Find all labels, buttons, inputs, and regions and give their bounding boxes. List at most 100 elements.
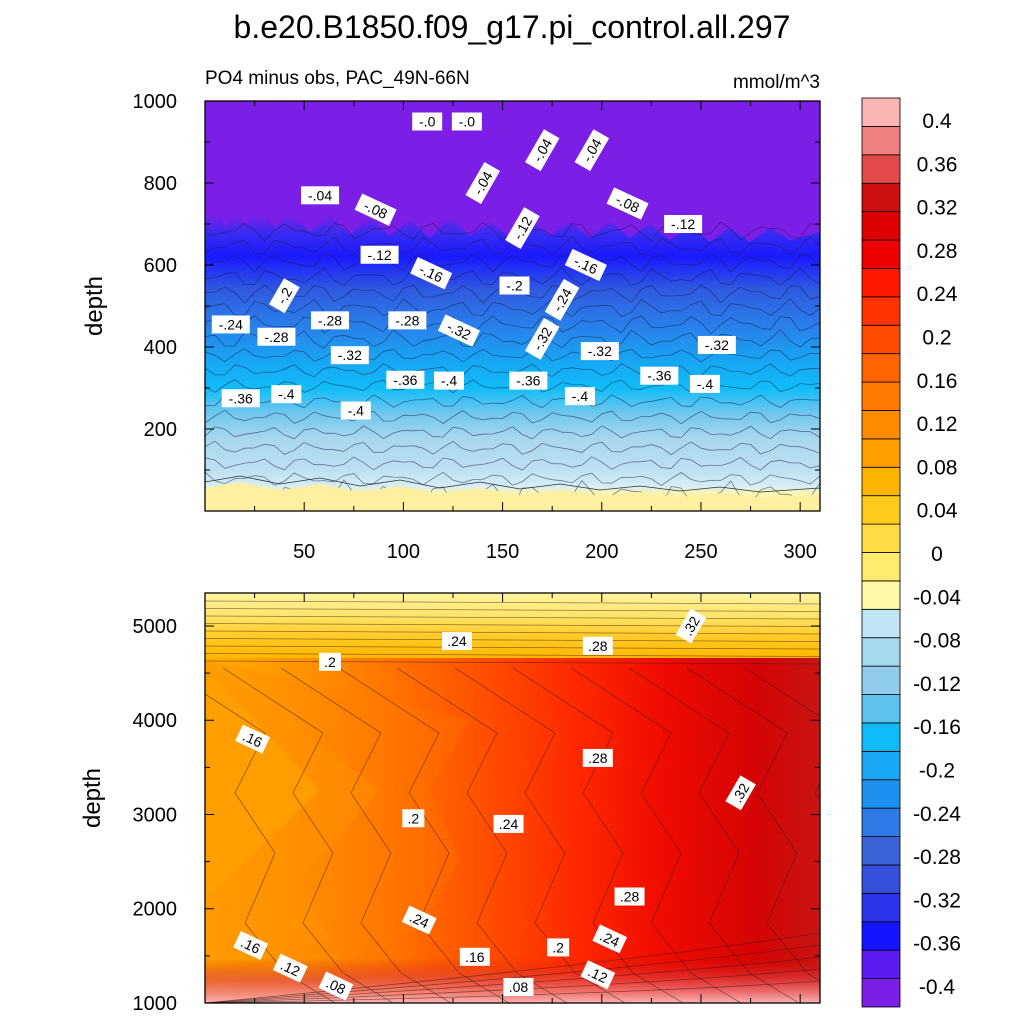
contour-line (571, 508, 812, 511)
colorbar-label: 0.36 (917, 153, 958, 176)
x-tick-label: 250 (684, 541, 717, 563)
y-tick-label: 200 (144, 419, 177, 441)
colorbar-box (861, 182, 901, 213)
contour-line (205, 394, 820, 409)
colorbar-box (861, 552, 901, 582)
contour-label: -.28 (388, 311, 427, 330)
contour-line (222, 667, 394, 1003)
contour-label-text: .24 (447, 633, 467, 649)
contour-label-box (503, 977, 534, 996)
colorbar-label: -0.08 (913, 630, 961, 653)
colorbar-boxes (861, 97, 901, 1008)
colorbar-box (861, 97, 901, 127)
colorbar-label: -0.04 (913, 586, 961, 609)
lower-ylabel: depth (79, 768, 106, 828)
contour-label-box (564, 248, 607, 282)
contour-label: -.2 (499, 276, 530, 295)
y-tick-label: 800 (144, 173, 177, 195)
contour-label-text: .24 (598, 928, 623, 951)
y-tick-label: 5000 (133, 616, 178, 638)
contour-label-text: .08 (509, 979, 529, 995)
colorbar-labels: 0.4 0.36 0.32 0.28 0.24 0.2 0.16 0.12 0.08 0.04 0 -… (913, 110, 961, 999)
x-tick-label: 50 (293, 541, 315, 563)
colorbar-box (861, 154, 901, 184)
contour-label-text: .24 (407, 909, 432, 932)
contour-label-text: .12 (278, 957, 303, 980)
colorbar-label: 0 (931, 543, 943, 566)
colorbar-label: 0.04 (917, 500, 958, 523)
contour-label-text: -.4 (697, 376, 714, 392)
contour-label-box (499, 276, 530, 295)
contour-label-box (664, 215, 703, 233)
colorbar-box (861, 722, 901, 752)
contour-label-box (544, 278, 580, 321)
contour-label: .28 (614, 887, 645, 906)
upper-isoline-zero (205, 482, 820, 511)
colorbar-box (861, 268, 901, 298)
contour-label-box (689, 374, 720, 393)
contour-label: -.4 (340, 401, 371, 420)
colorbar-box (861, 637, 901, 667)
contour-line (205, 440, 820, 456)
contour-label-box (330, 346, 369, 365)
contour-label: .2 (547, 938, 570, 957)
colorbar-box (861, 523, 901, 553)
contour-line (205, 653, 820, 657)
lower-chevron-band-3 (205, 660, 470, 980)
contour-label: -.36 (509, 371, 548, 390)
contour-label-box (360, 245, 399, 264)
colorbar-box (861, 779, 901, 809)
contour-label-box (221, 389, 260, 408)
colorbar-box (861, 410, 901, 440)
contour-label-text: -.24 (219, 316, 243, 332)
contour-label-box (412, 112, 443, 131)
contour-label-text: -.32 (588, 343, 612, 359)
upper-contour-labels: -.36 -.4 -.4 -.32 -.36 -.4 -.36 -.4 -.36 -.4 -.24 -… (211, 112, 736, 420)
x-tick-label: 200 (585, 541, 618, 563)
colorbar-box (861, 126, 901, 156)
contour-label-text: -.36 (229, 390, 253, 406)
y-tick-label: 2000 (133, 899, 178, 921)
x-tick-label: 100 (387, 541, 420, 563)
colorbar-box (861, 921, 901, 951)
chart-title: b.e20.B1850.f09_g17.pi_control.all.297 (234, 9, 791, 45)
y-tick-label: 1000 (133, 993, 178, 1015)
contour-label-box (211, 315, 250, 334)
lower-contour-labels: .08 .08 .12 .12 .16 .16 .2 .24 .24 .28 .2 .24 .32 .28… (233, 608, 756, 1001)
contour-line (338, 667, 510, 1003)
contour-label-box (459, 947, 490, 966)
contour-label-text: .12 (586, 963, 611, 986)
contour-label-text: -.28 (264, 329, 288, 345)
contour-label-text: -.36 (516, 373, 540, 389)
contour-label: -.4 (564, 387, 595, 406)
contour-label: -.12 (664, 215, 703, 233)
contour-line (205, 623, 820, 627)
contour-label-box (640, 366, 679, 385)
contour-line (205, 267, 820, 287)
contour-label-text: -.2 (506, 278, 523, 294)
y-tick-label: 600 (144, 255, 177, 277)
upper-ticks (205, 100, 820, 511)
contour-line (205, 944, 820, 1003)
contour-line (205, 600, 820, 605)
contour-line (205, 314, 820, 335)
contour-label-box (564, 387, 595, 406)
contour-line (205, 980, 820, 1003)
contour-label-box (582, 748, 613, 767)
upper-ylabel: depth (81, 276, 108, 336)
contour-label-text: -.36 (647, 368, 671, 384)
contour-label-box (574, 129, 610, 172)
contour-label: -.0 (451, 112, 482, 131)
contour-label: .24 (493, 814, 524, 833)
contour-label: -.32 (580, 342, 619, 361)
lower-plot-frame (204, 592, 821, 1004)
chart-subtitle: PO4 minus obs, PAC_49N-66N (205, 68, 470, 89)
upper-tick-labels: 50 100 150 200 250 300 200 400 600 800 1000 (133, 91, 817, 563)
colorbar-box (861, 608, 901, 639)
colorbar-label: 0.28 (917, 240, 958, 263)
contour-line (205, 425, 820, 440)
contour-label: -.32 (697, 335, 736, 354)
contour-label: .28 (582, 748, 613, 767)
contour-line (570, 667, 742, 1003)
contour-label-text: -.36 (393, 372, 417, 388)
